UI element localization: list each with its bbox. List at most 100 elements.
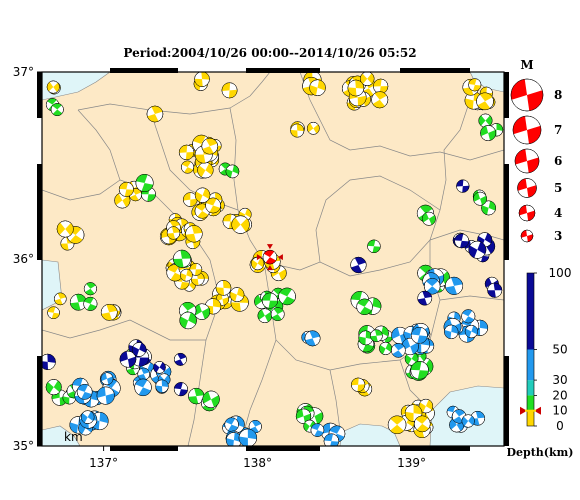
event-shallow[interactable] — [46, 80, 60, 94]
event-shallow[interactable] — [476, 92, 494, 111]
event-deep[interactable] — [238, 428, 258, 447]
event-mid[interactable] — [404, 351, 419, 366]
event-shallow[interactable] — [180, 268, 193, 282]
event-shallow[interactable] — [413, 415, 431, 433]
event-shallow[interactable] — [189, 263, 203, 276]
event-shallow[interactable] — [201, 137, 219, 155]
event-mid[interactable] — [358, 330, 374, 346]
magnitude-legend-ball[interactable] — [512, 115, 542, 145]
event-shallow[interactable] — [185, 225, 203, 243]
event-deep[interactable] — [461, 414, 475, 428]
event-mid[interactable] — [83, 282, 97, 296]
event-vdeep[interactable] — [456, 179, 470, 193]
event-shallow[interactable] — [347, 79, 365, 97]
event-shallow[interactable] — [100, 303, 118, 321]
event-deep[interactable] — [100, 372, 114, 386]
event-deep[interactable] — [410, 326, 428, 344]
event-shallow[interactable] — [146, 105, 164, 123]
magnitude-legend-ball[interactable] — [510, 78, 544, 112]
event-shallow[interactable] — [371, 91, 389, 109]
event-shallow[interactable] — [290, 123, 305, 138]
event-mid[interactable] — [193, 303, 211, 320]
event-shallow[interactable] — [306, 121, 320, 135]
event-shallow[interactable] — [468, 78, 482, 92]
event-deep[interactable] — [155, 379, 169, 393]
event-vdeep[interactable] — [417, 290, 433, 306]
event-vdeep[interactable] — [40, 353, 56, 370]
event-vdeep[interactable] — [487, 282, 503, 298]
event-mid[interactable] — [367, 239, 381, 254]
event-mid[interactable] — [257, 308, 273, 324]
event-vdeep[interactable] — [454, 233, 470, 249]
mainshock-beachball[interactable] — [262, 249, 278, 265]
event-mid[interactable] — [173, 249, 191, 268]
event-shallow[interactable] — [47, 306, 60, 320]
event-mid[interactable] — [69, 293, 87, 311]
event-deep[interactable] — [401, 337, 419, 356]
event-mid[interactable] — [179, 311, 197, 330]
event-mid[interactable] — [270, 307, 285, 322]
event-deep[interactable] — [224, 417, 239, 432]
event-deep[interactable] — [328, 425, 346, 443]
event-shallow[interactable] — [178, 144, 195, 161]
event-mid[interactable] — [188, 387, 205, 405]
event-shallow[interactable] — [309, 79, 326, 97]
event-mid[interactable] — [379, 341, 393, 356]
event-shallow[interactable] — [205, 197, 221, 214]
event-shallow[interactable] — [118, 181, 134, 197]
event-deep[interactable] — [134, 378, 152, 397]
event-deep[interactable] — [310, 423, 325, 437]
magnitude-legend-ball[interactable] — [517, 178, 537, 198]
magnitude-legend-ball[interactable] — [520, 229, 534, 243]
event-mid[interactable] — [83, 296, 98, 311]
event-shallow[interactable] — [197, 162, 214, 179]
event-mid[interactable] — [410, 361, 429, 380]
magnitude-legend-ball[interactable] — [514, 148, 540, 174]
event-deep[interactable] — [96, 386, 115, 405]
event-deep[interactable] — [423, 278, 441, 295]
event-deep[interactable] — [464, 324, 478, 339]
event-deep[interactable] — [80, 410, 95, 424]
event-mid[interactable] — [50, 103, 64, 117]
magnitude-legend-ball[interactable] — [518, 204, 536, 222]
event-mid[interactable] — [202, 390, 220, 408]
event-mid[interactable] — [45, 379, 62, 396]
event-vdeep[interactable] — [468, 240, 487, 259]
mainshock-marker[interactable] — [256, 244, 283, 271]
event-mid[interactable] — [370, 329, 383, 343]
event-deep[interactable] — [76, 383, 93, 400]
event-deep[interactable] — [304, 330, 321, 347]
event-vdeep[interactable] — [350, 256, 367, 274]
event-vdeep[interactable] — [173, 382, 188, 397]
event-mid[interactable] — [421, 211, 436, 226]
event-deep[interactable] — [391, 343, 406, 358]
event-deep[interactable] — [461, 309, 476, 324]
event-mid[interactable] — [135, 174, 154, 192]
event-vdeep[interactable] — [119, 350, 137, 368]
event-shallow[interactable] — [251, 256, 265, 271]
event-shallow[interactable] — [418, 398, 434, 414]
event-shallow[interactable] — [56, 220, 74, 238]
event-shallow[interactable] — [351, 377, 366, 392]
event-deep[interactable] — [444, 324, 459, 340]
event-deep[interactable] — [137, 367, 150, 381]
event-mid[interactable] — [481, 200, 497, 216]
event-mid[interactable] — [261, 292, 278, 309]
event-mid[interactable] — [480, 125, 497, 142]
event-vdeep[interactable] — [153, 361, 166, 374]
event-vdeep[interactable] — [173, 352, 187, 366]
event-vdeep[interactable] — [131, 342, 147, 357]
event-shallow[interactable] — [229, 287, 245, 303]
event-shallow[interactable] — [114, 192, 131, 209]
event-shallow[interactable] — [181, 160, 195, 174]
event-deep[interactable] — [323, 433, 340, 449]
event-shallow[interactable] — [194, 72, 210, 87]
event-mid[interactable] — [225, 164, 240, 179]
event-shallow[interactable] — [166, 226, 181, 240]
event-mid[interactable] — [356, 298, 373, 316]
event-shallow[interactable] — [183, 192, 198, 207]
event-mid[interactable] — [473, 191, 487, 206]
event-shallow[interactable] — [387, 415, 407, 435]
event-shallow[interactable] — [360, 72, 375, 86]
event-shallow[interactable] — [231, 215, 250, 234]
